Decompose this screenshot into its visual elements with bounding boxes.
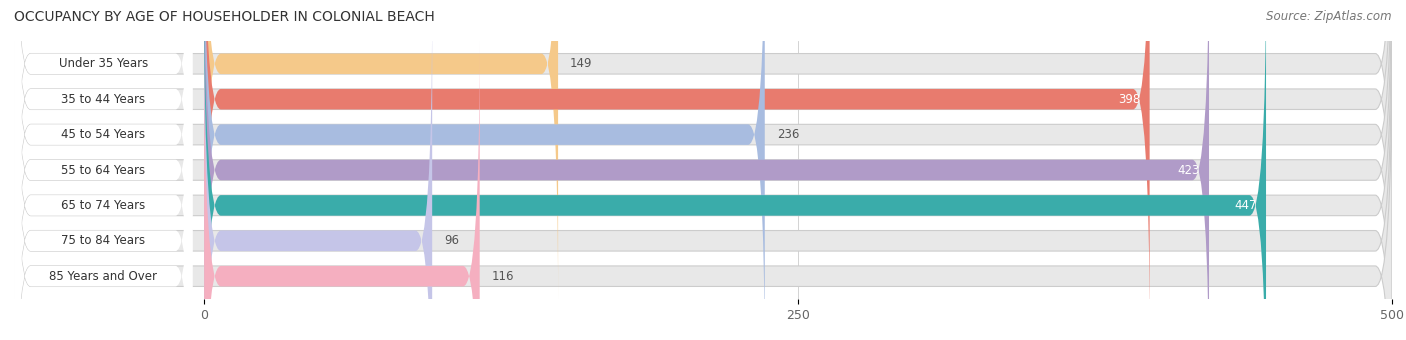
FancyBboxPatch shape — [204, 39, 479, 340]
FancyBboxPatch shape — [14, 0, 1392, 340]
Text: 65 to 74 Years: 65 to 74 Years — [60, 199, 145, 212]
Text: 398: 398 — [1118, 93, 1140, 106]
Text: 423: 423 — [1177, 164, 1199, 176]
FancyBboxPatch shape — [14, 39, 1392, 340]
Text: 75 to 84 Years: 75 to 84 Years — [60, 234, 145, 247]
FancyBboxPatch shape — [14, 0, 193, 340]
FancyBboxPatch shape — [14, 0, 1392, 337]
FancyBboxPatch shape — [204, 0, 1265, 340]
Text: 116: 116 — [492, 270, 515, 283]
Text: 45 to 54 Years: 45 to 54 Years — [60, 128, 145, 141]
FancyBboxPatch shape — [14, 3, 1392, 340]
FancyBboxPatch shape — [14, 0, 193, 340]
Text: 96: 96 — [444, 234, 458, 247]
FancyBboxPatch shape — [204, 0, 1150, 337]
Text: 35 to 44 Years: 35 to 44 Years — [60, 93, 145, 106]
FancyBboxPatch shape — [14, 0, 1392, 340]
FancyBboxPatch shape — [204, 0, 558, 301]
FancyBboxPatch shape — [204, 0, 1209, 340]
Text: Source: ZipAtlas.com: Source: ZipAtlas.com — [1267, 10, 1392, 23]
Text: Under 35 Years: Under 35 Years — [59, 57, 148, 70]
Text: 85 Years and Over: 85 Years and Over — [49, 270, 157, 283]
FancyBboxPatch shape — [204, 3, 432, 340]
FancyBboxPatch shape — [204, 0, 765, 340]
FancyBboxPatch shape — [14, 39, 193, 340]
Text: OCCUPANCY BY AGE OF HOUSEHOLDER IN COLONIAL BEACH: OCCUPANCY BY AGE OF HOUSEHOLDER IN COLON… — [14, 10, 434, 24]
FancyBboxPatch shape — [14, 3, 193, 340]
FancyBboxPatch shape — [14, 0, 1392, 340]
FancyBboxPatch shape — [14, 0, 193, 301]
Text: 55 to 64 Years: 55 to 64 Years — [60, 164, 145, 176]
Text: 149: 149 — [569, 57, 592, 70]
FancyBboxPatch shape — [14, 0, 1392, 301]
FancyBboxPatch shape — [14, 0, 193, 337]
Text: 236: 236 — [776, 128, 799, 141]
Text: 447: 447 — [1234, 199, 1257, 212]
FancyBboxPatch shape — [14, 0, 193, 340]
